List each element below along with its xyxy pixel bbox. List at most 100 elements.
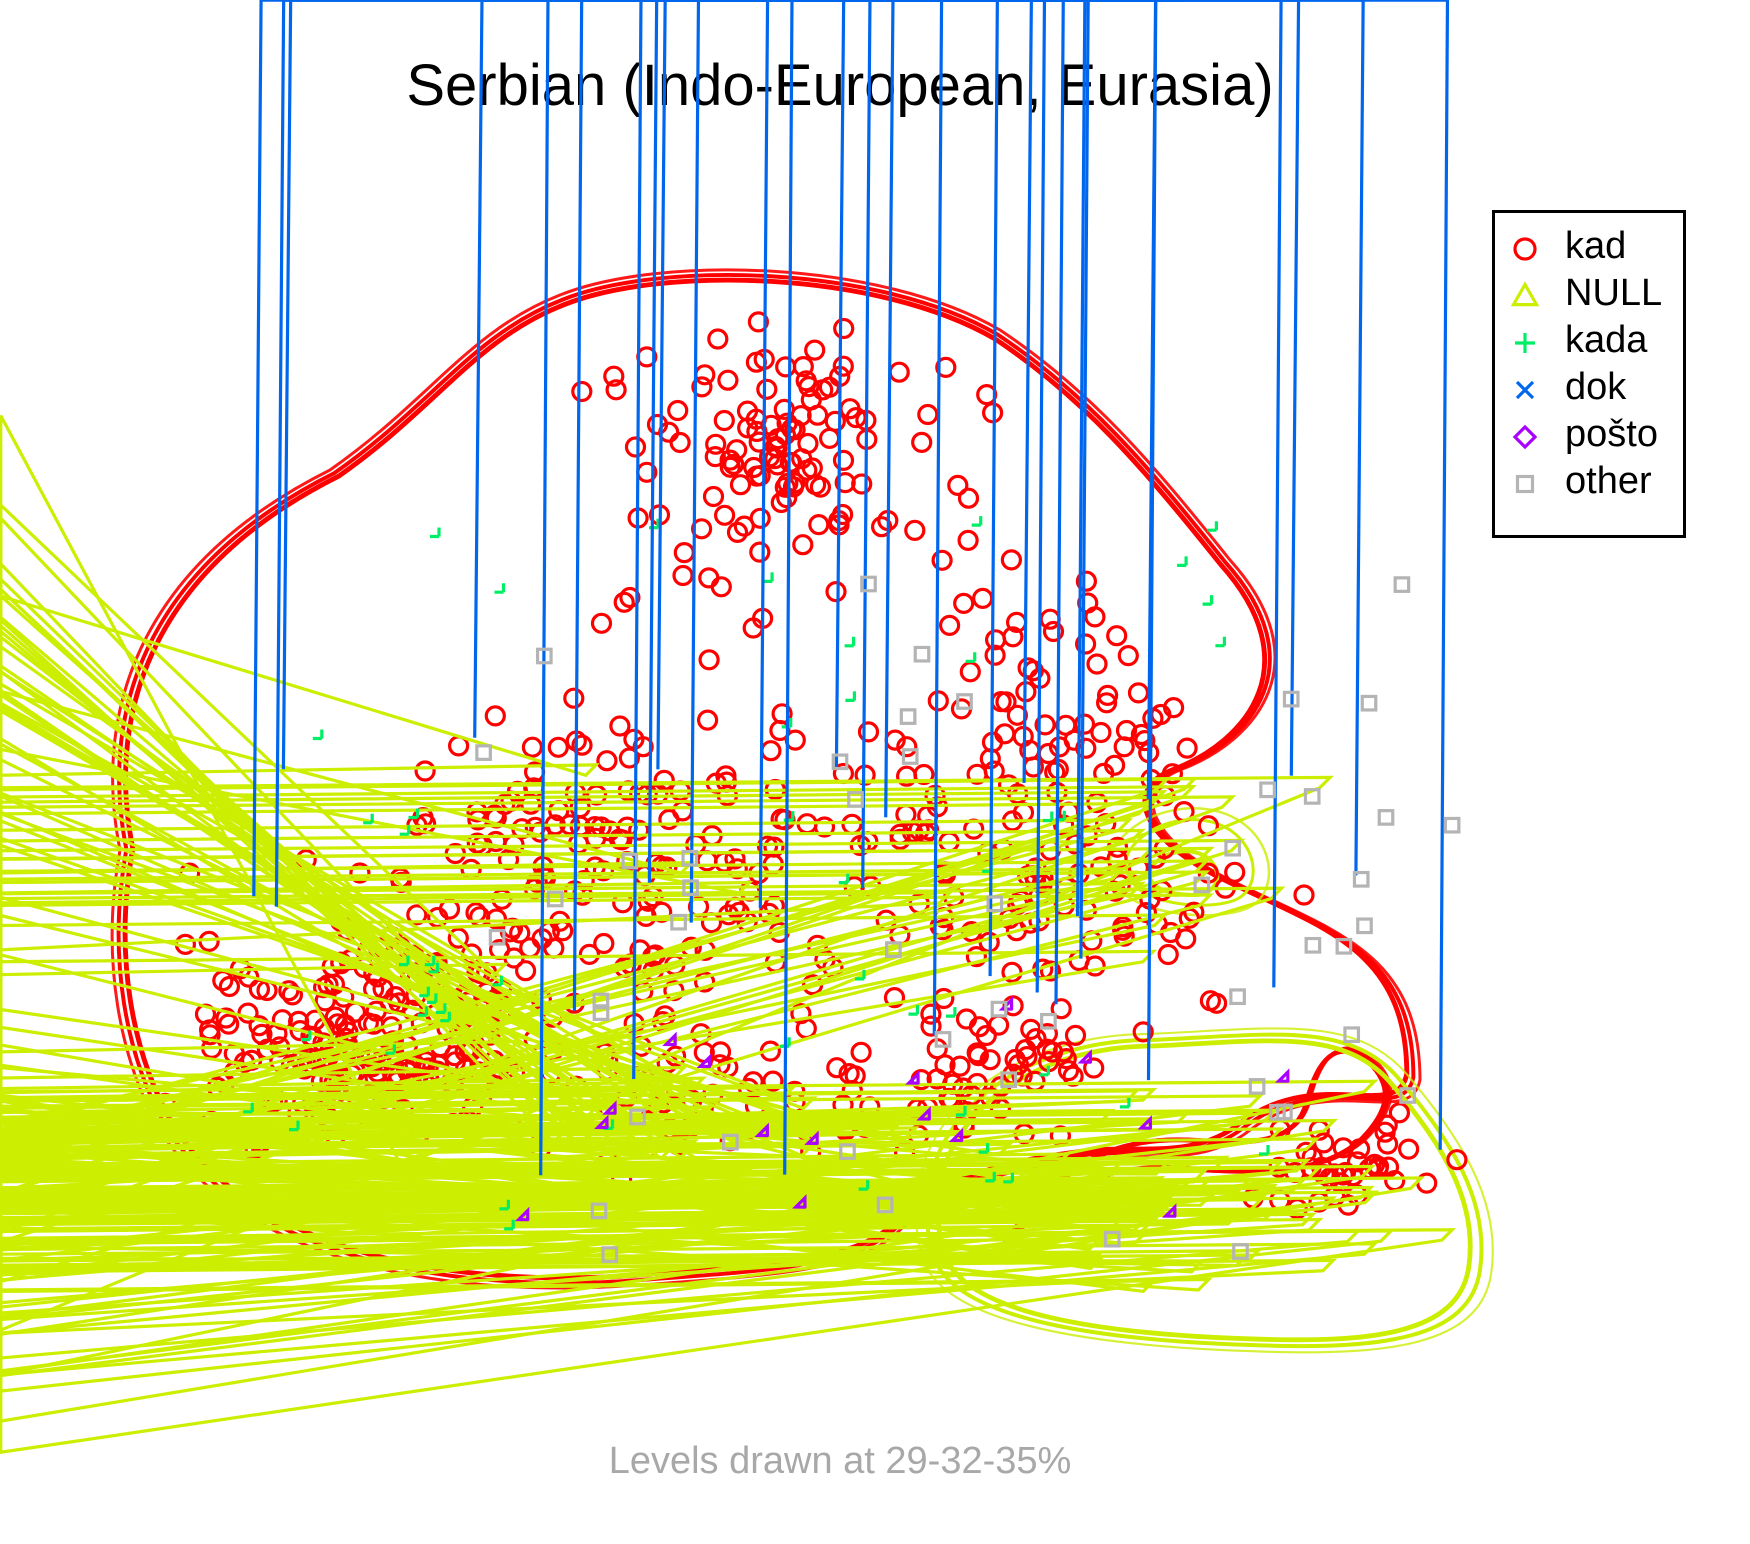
data-point — [847, 791, 864, 808]
data-point — [804, 339, 826, 361]
data-point — [978, 1143, 990, 1154]
data-point — [475, 744, 492, 761]
data-point — [0, 502, 510, 977]
data-point — [696, 1053, 712, 1069]
contour-line — [924, 1032, 1484, 1349]
data-point — [775, 356, 797, 378]
data-point — [784, 729, 806, 751]
data-point — [592, 992, 610, 1010]
data-point — [276, 0, 914, 914]
legend-label: dok — [1565, 366, 1627, 408]
data-point — [651, 901, 673, 923]
data-point — [722, 1133, 739, 1151]
contour-levels-note: Levels drawn at 29-32-35% — [608, 1440, 1072, 1482]
legend-marker-icon — [1515, 474, 1535, 494]
data-point — [658, 421, 680, 443]
data-point — [888, 361, 910, 383]
legend-item: pošto — [1495, 411, 1685, 457]
data-point — [945, 1007, 957, 1018]
data-point — [629, 1108, 646, 1126]
data-point — [899, 708, 917, 725]
data-point — [901, 748, 919, 765]
data-point — [1215, 636, 1226, 648]
data-point — [1103, 754, 1126, 776]
data-point — [798, 376, 820, 398]
legend-label: NULL — [1565, 272, 1663, 314]
legend-marker-icon — [1512, 424, 1538, 450]
data-point — [1075, 570, 1098, 592]
data-point — [832, 355, 854, 377]
data-point — [758, 446, 781, 468]
data-point — [514, 1206, 530, 1222]
data-point — [1134, 729, 1156, 752]
data-point — [1036, 1038, 1058, 1060]
data-point — [754, 1122, 769, 1138]
legend-marker — [1512, 424, 1538, 450]
data-point — [917, 403, 939, 426]
data-point — [818, 427, 841, 449]
data-point — [1074, 633, 1097, 655]
data-point — [592, 1004, 610, 1021]
data-point — [590, 612, 613, 634]
data-point — [1106, 625, 1128, 647]
legend-item: kad — [1495, 223, 1685, 269]
legend-item: kada — [1495, 317, 1685, 363]
data-point — [775, 0, 844, 775]
data-point — [857, 721, 880, 743]
data-point — [876, 1196, 894, 1214]
data-point — [662, 1031, 677, 1047]
data-point — [1004, 1048, 1026, 1071]
data-point — [934, 1031, 952, 1048]
data-point — [956, 693, 973, 710]
data-point — [475, 0, 745, 745]
data-point — [1077, 1049, 1092, 1064]
data-point — [726, 521, 749, 544]
data-point — [248, 1015, 270, 1037]
data-point — [976, 384, 998, 406]
data-point — [424, 955, 436, 967]
data-point — [1090, 721, 1112, 744]
data-point — [948, 1127, 964, 1143]
data-point — [1000, 1071, 1018, 1089]
data-point — [705, 433, 727, 455]
data-point — [979, 1049, 1001, 1071]
data-point — [1282, 690, 1300, 708]
data-point — [704, 446, 726, 468]
data-point — [1050, 998, 1072, 1020]
data-point — [916, 1106, 931, 1121]
data-point — [932, 919, 954, 941]
data-point — [593, 932, 615, 955]
data-point — [771, 703, 793, 725]
data-point — [709, 1041, 732, 1063]
data-point — [621, 852, 639, 870]
data-point — [831, 503, 854, 526]
data-point — [596, 750, 618, 772]
data-point — [1397, 1138, 1420, 1160]
data-point — [669, 431, 691, 454]
data-point — [1232, 1243, 1249, 1260]
legend-marker-icon — [1513, 237, 1537, 261]
data-point — [806, 404, 829, 426]
data-point — [1119, 1097, 1131, 1109]
data-point — [243, 1102, 254, 1114]
data-point — [913, 645, 931, 663]
data-point — [760, 740, 782, 762]
data-point — [908, 1005, 920, 1016]
data-point — [698, 567, 720, 589]
data-point — [1113, 736, 1135, 758]
data-point — [763, 572, 774, 583]
data-point — [1083, 1057, 1105, 1079]
data-point — [713, 409, 735, 432]
data-point — [845, 691, 856, 702]
data-point — [967, 1044, 990, 1067]
data-point — [1039, 960, 1062, 982]
data-point — [1096, 684, 1119, 707]
data-point — [926, 1068, 948, 1090]
data-point — [312, 729, 324, 741]
contour-line — [914, 1027, 1494, 1354]
data-point — [1293, 884, 1315, 906]
data-point — [957, 487, 980, 509]
data-point — [736, 400, 759, 422]
data-point — [590, 1202, 608, 1220]
data-point — [719, 449, 741, 471]
